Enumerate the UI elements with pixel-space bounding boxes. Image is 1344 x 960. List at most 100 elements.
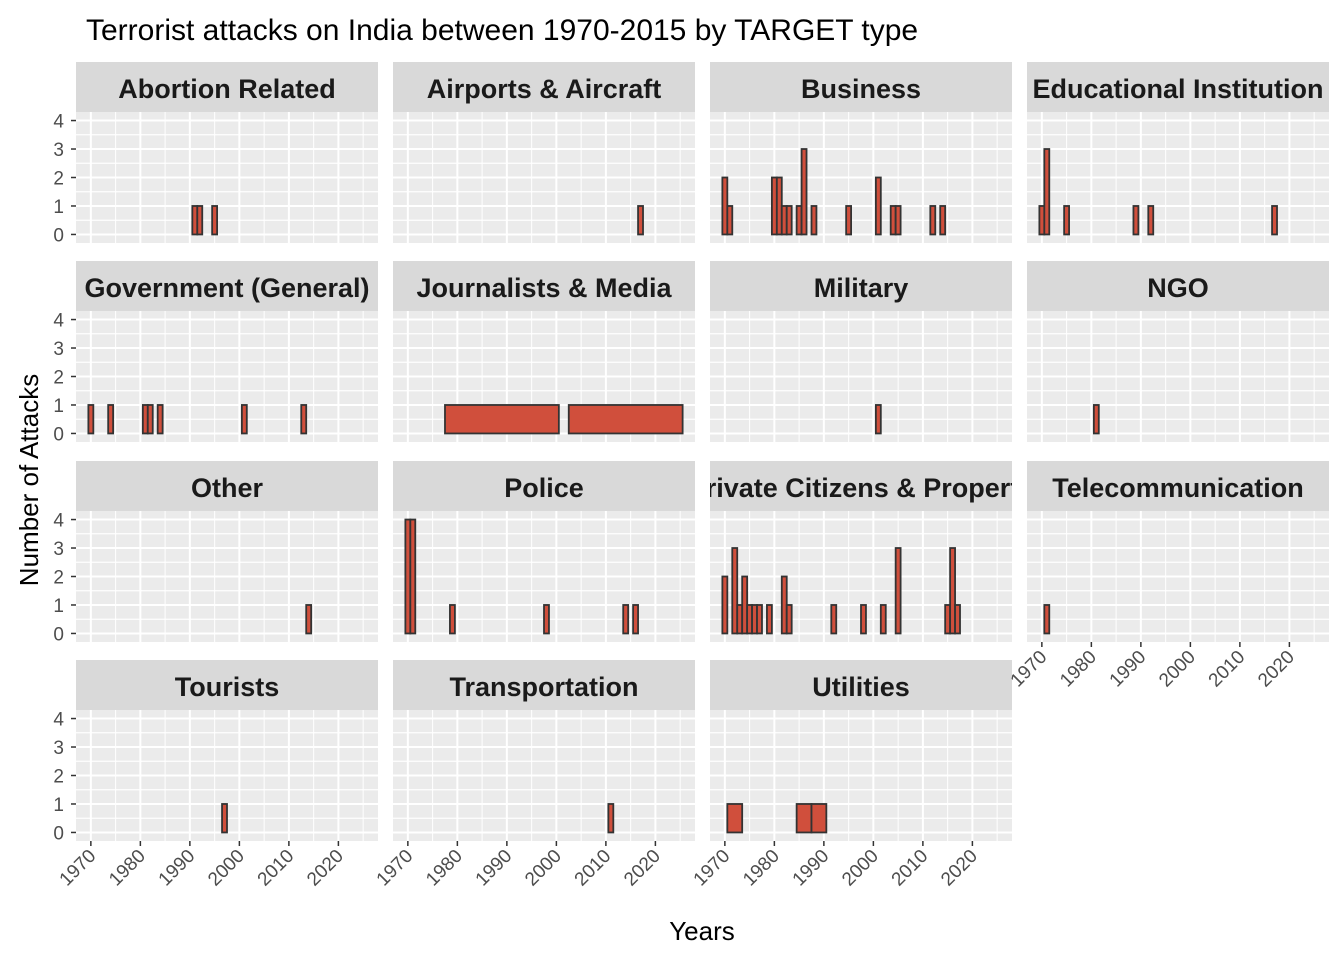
x-tick-label: 1980	[1056, 647, 1101, 692]
facet-strip	[76, 261, 378, 311]
bar	[785, 205, 793, 236]
y-tick-label: 2	[53, 767, 64, 788]
facet-strip-label: Telecommunication	[1052, 473, 1304, 503]
bar	[810, 803, 828, 834]
y-tick-label: 3	[53, 539, 64, 560]
bar	[795, 803, 813, 834]
bar	[810, 205, 818, 236]
facet-panel: Telecommunication	[1027, 461, 1329, 642]
bar	[721, 575, 729, 635]
bar	[731, 547, 739, 635]
y-tick-label: 1	[53, 197, 64, 218]
facet-strip-label: Government (General)	[84, 273, 369, 303]
bar	[221, 803, 228, 834]
x-tick-label: 1970	[690, 846, 735, 891]
facet-strip-label: Tourists	[175, 672, 280, 702]
bar	[632, 604, 639, 635]
chart-title: Terrorist attacks on India between 1970-…	[86, 14, 918, 47]
facet-panel: Educational Institution	[1027, 62, 1329, 243]
bar	[543, 604, 550, 635]
y-tick-label: 4	[53, 511, 64, 532]
x-tick-label: 2000	[204, 846, 249, 891]
bar	[726, 205, 734, 236]
x-tick-label: 2010	[888, 846, 933, 891]
bar	[894, 205, 902, 236]
y-tick-label: 3	[53, 140, 64, 161]
bar	[107, 404, 115, 435]
bar	[874, 404, 882, 435]
y-tick-label: 0	[53, 624, 64, 645]
facet-strip	[710, 660, 1012, 710]
facet-panel: Private Citizens & Property	[710, 461, 1012, 642]
facet-panel: Police	[393, 461, 695, 642]
bar	[637, 205, 644, 236]
bar	[211, 205, 218, 236]
facet-panel: Airports & Aircraft	[393, 62, 695, 243]
y-axis-title: Number of Attacks	[14, 374, 44, 586]
y-tick-label: 2	[53, 169, 64, 190]
bar	[845, 205, 852, 236]
bar	[156, 404, 164, 435]
x-tick-label: 2020	[620, 846, 665, 891]
y-tick-label: 0	[53, 225, 64, 246]
facet-strip-label: Airports & Aircraft	[427, 74, 662, 104]
bar	[756, 604, 763, 635]
facet-strip-label: Abortion Related	[118, 74, 336, 104]
facet-strip	[1027, 461, 1329, 511]
x-tick-label: 2020	[937, 846, 982, 891]
facet-strip	[710, 62, 1012, 112]
bar	[87, 404, 95, 435]
x-tick-label: 2020	[303, 846, 348, 891]
x-tick-label: 1970	[56, 846, 101, 891]
facet-strip	[76, 660, 378, 710]
y-tick-label: 1	[53, 795, 64, 816]
facet-strip	[76, 461, 378, 511]
x-tick-label: 2010	[254, 846, 299, 891]
bar	[929, 205, 937, 236]
facet-panel: Business	[710, 62, 1012, 243]
bar	[1092, 404, 1100, 435]
x-tick-label: 2010	[1205, 647, 1250, 692]
bar	[1271, 205, 1278, 236]
y-tick-label: 3	[53, 339, 64, 360]
bar	[766, 604, 773, 635]
facet-strip-label: Journalists & Media	[416, 273, 672, 303]
y-tick-label: 2	[53, 568, 64, 589]
facet-panel: Transportation	[393, 660, 695, 841]
y-tick-label: 2	[53, 368, 64, 389]
facet-panel: Government (General)	[76, 261, 378, 442]
bar	[1063, 205, 1070, 236]
bar	[196, 205, 204, 236]
x-tick-label: 1970	[1007, 647, 1052, 692]
x-tick-label: 1980	[739, 846, 784, 891]
bar	[874, 176, 882, 236]
x-tick-label: 1990	[789, 846, 834, 891]
bar	[954, 604, 961, 635]
facet-strip	[76, 62, 378, 112]
facet-strip-label: Police	[504, 473, 584, 503]
facet-strip	[393, 461, 695, 511]
facet-strip-label: Transportation	[449, 672, 638, 702]
y-tick-label: 4	[53, 112, 64, 133]
x-tick-label: 2000	[521, 846, 566, 891]
y-tick-label: 0	[53, 424, 64, 445]
facet-strip-label: Business	[801, 74, 921, 104]
bar	[567, 404, 684, 435]
y-tick-label: 1	[53, 396, 64, 417]
bar	[726, 803, 744, 834]
facet-strip	[393, 62, 695, 112]
y-tick-label: 0	[53, 823, 64, 844]
facet-panel: Tourists	[76, 660, 378, 841]
x-axis-title: Years	[669, 916, 735, 946]
bar	[409, 518, 417, 635]
facet-panel: NGO	[1027, 261, 1329, 442]
bar	[860, 604, 867, 635]
bar	[1043, 148, 1051, 236]
bar	[305, 604, 313, 635]
facet-panel: Other	[76, 461, 378, 642]
x-tick-label: 1980	[422, 846, 467, 891]
facet-strip	[393, 261, 695, 311]
facet-strip	[710, 461, 1012, 511]
x-tick-label: 2000	[838, 846, 883, 891]
